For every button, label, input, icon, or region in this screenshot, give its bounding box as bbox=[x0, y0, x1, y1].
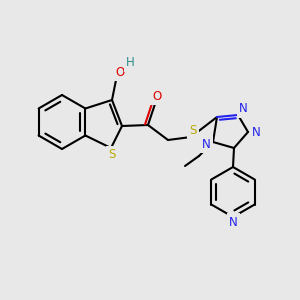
Text: N: N bbox=[202, 137, 210, 151]
Text: H: H bbox=[126, 56, 134, 70]
Text: N: N bbox=[238, 103, 247, 116]
Text: S: S bbox=[108, 148, 116, 161]
Text: N: N bbox=[229, 215, 237, 229]
Text: O: O bbox=[116, 65, 124, 79]
Text: S: S bbox=[189, 124, 197, 136]
Text: O: O bbox=[152, 89, 162, 103]
Text: N: N bbox=[252, 125, 260, 139]
